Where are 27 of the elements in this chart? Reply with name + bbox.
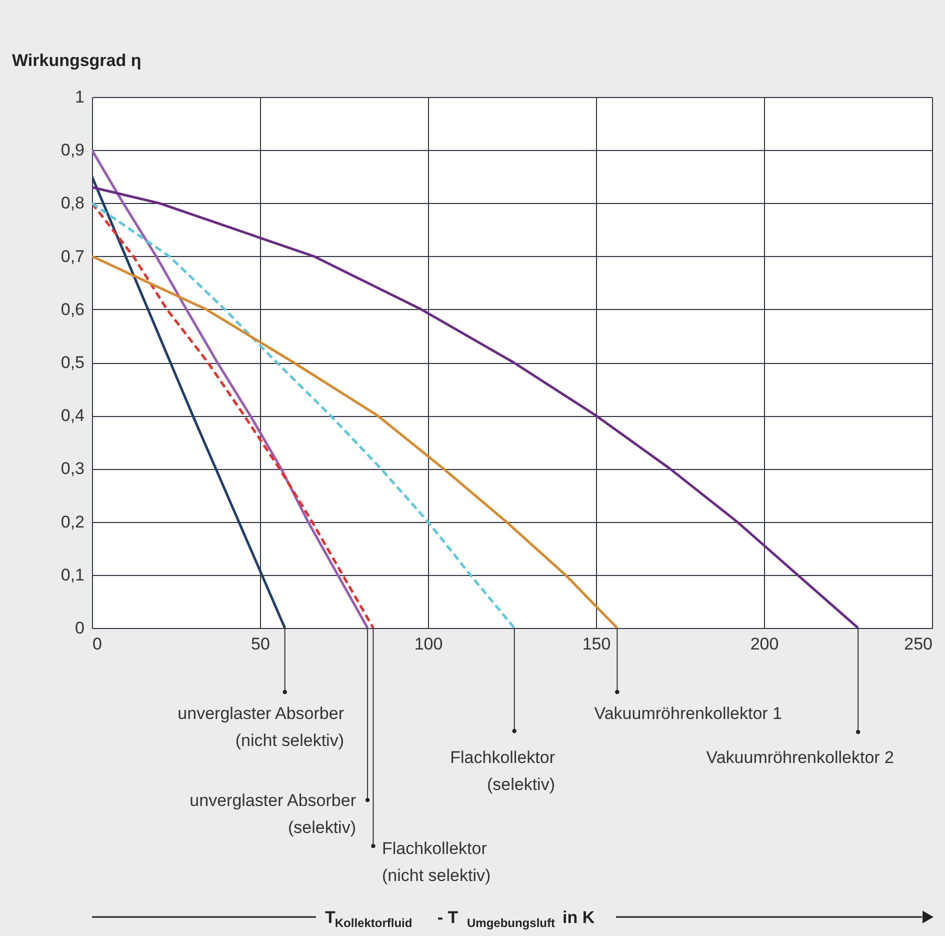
line-series bbox=[92, 255, 618, 628]
x-tick-label: 100 bbox=[414, 634, 443, 654]
y-tick-label: 1 bbox=[75, 88, 84, 106]
y-tick-label: 0,1 bbox=[60, 565, 84, 584]
y-tick-label: 0,2 bbox=[60, 512, 84, 532]
y-tick-label: 0,9 bbox=[60, 140, 84, 160]
line-series bbox=[92, 186, 860, 628]
y-axis-title: Wirkungsgrad η bbox=[12, 51, 142, 70]
x-tick-label: 150 bbox=[582, 634, 611, 654]
x-tick-label: 50 bbox=[251, 634, 270, 654]
y-tick-label: 0,4 bbox=[60, 406, 84, 426]
x-tick-label: 200 bbox=[750, 634, 779, 654]
y-tick-label: 0 bbox=[75, 618, 84, 638]
text: Flachkollektor (nicht selektiv) bbox=[382, 839, 491, 885]
text: Flachkollektor (selektiv) bbox=[450, 748, 556, 794]
x-tick-label: 250 bbox=[904, 634, 932, 654]
line-series bbox=[92, 202, 516, 628]
text: Vakuumröhrenkollektor 1 bbox=[594, 704, 782, 723]
y-tick-label: 0,5 bbox=[60, 353, 84, 372]
y-tick-label: 0,3 bbox=[60, 459, 84, 478]
y-tick-label: 0,6 bbox=[60, 300, 84, 319]
x-tick-label: 0 bbox=[92, 634, 102, 654]
y-tick-label: 0,7 bbox=[60, 246, 84, 266]
text: unverglaster Absorber (nicht selektiv) bbox=[178, 704, 344, 750]
text: Vakuumröhrenkollektor 2 bbox=[706, 748, 894, 767]
y-tick-label: 0,8 bbox=[60, 194, 84, 213]
text: unverglaster Absorber (selektiv) bbox=[190, 791, 356, 837]
